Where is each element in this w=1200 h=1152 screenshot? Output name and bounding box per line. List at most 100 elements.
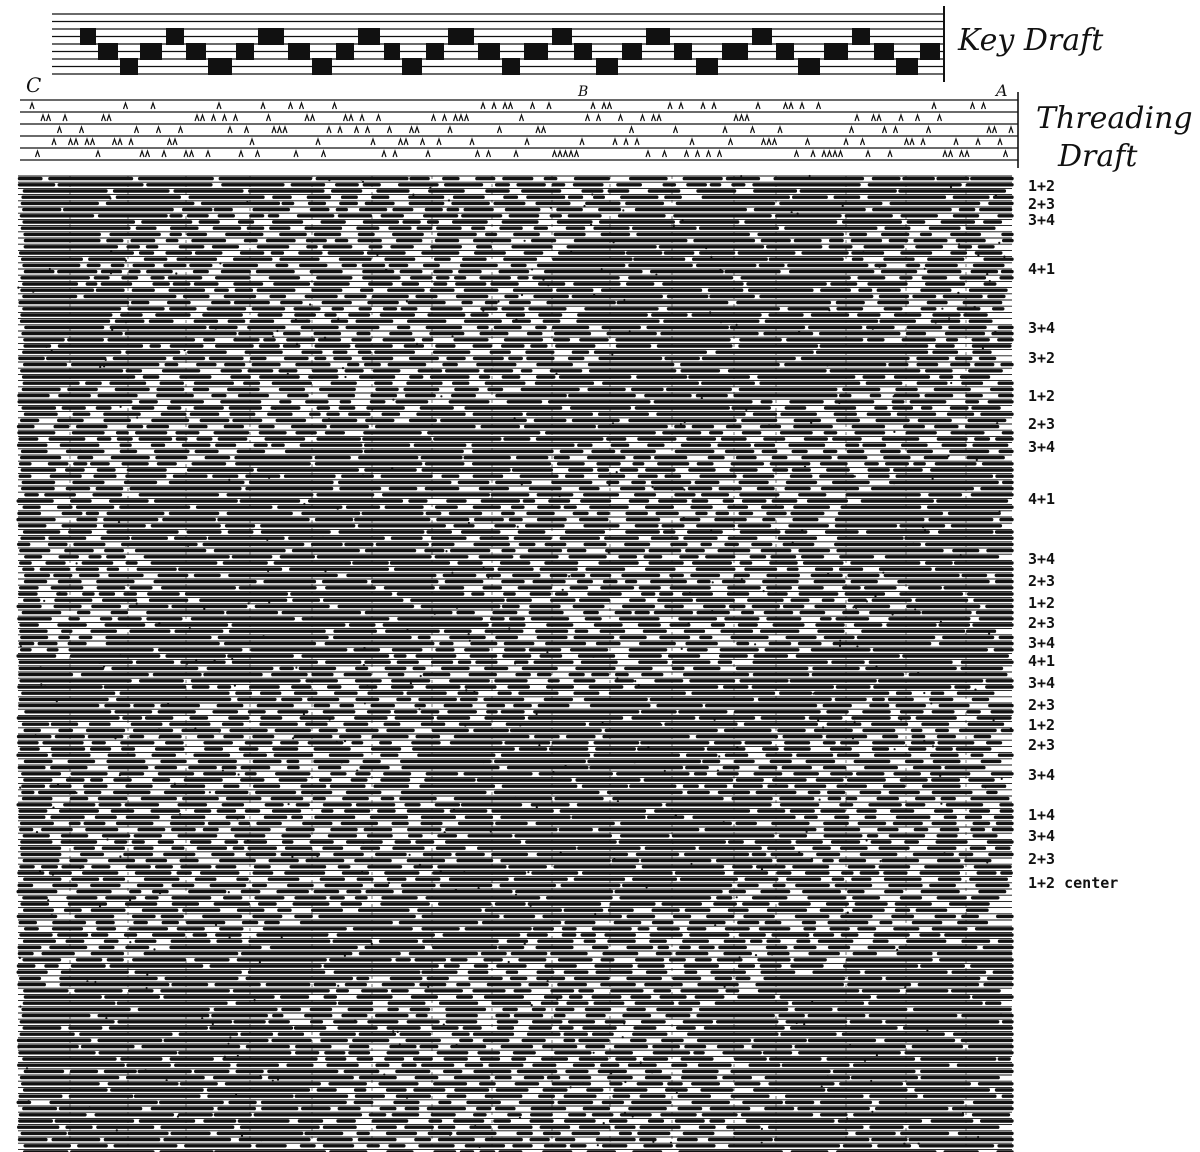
drawdown-dot bbox=[383, 1073, 386, 1076]
drawdown-dot bbox=[94, 980, 97, 984]
drawdown-dot bbox=[267, 569, 270, 573]
threading-mark bbox=[507, 101, 514, 110]
key-draft-block bbox=[258, 28, 284, 45]
drawdown-dot bbox=[109, 197, 112, 200]
drawdown-dot bbox=[459, 555, 462, 558]
threading-mark bbox=[348, 113, 354, 122]
drawdown-dot bbox=[237, 773, 240, 776]
drawdown-dot bbox=[774, 233, 777, 236]
drawdown-dot bbox=[624, 1080, 627, 1084]
treadling-label: 3+4 bbox=[1028, 211, 1056, 229]
drawdown-dot bbox=[35, 831, 39, 834]
drawdown-dot bbox=[957, 291, 960, 294]
threading-mark bbox=[315, 137, 321, 146]
drawdown-dot bbox=[227, 891, 230, 894]
drawdown-dot bbox=[110, 250, 113, 253]
drawdown-dot bbox=[316, 855, 319, 858]
threading-mark bbox=[722, 125, 728, 134]
drawdown-dot bbox=[362, 664, 365, 667]
threading-mark bbox=[914, 113, 921, 122]
drawdown-dot bbox=[568, 575, 571, 578]
drawdown-dot bbox=[977, 1135, 980, 1139]
drawdown-dot bbox=[228, 478, 231, 481]
drawdown-dot bbox=[579, 1021, 583, 1024]
drawdown-dot bbox=[675, 1091, 678, 1095]
key-draft-block-profile bbox=[52, 6, 945, 82]
threading-mark bbox=[997, 137, 1003, 146]
threading-mark bbox=[601, 101, 607, 110]
drawdown-dot bbox=[609, 1139, 612, 1142]
threading-mark bbox=[612, 137, 618, 146]
drawdown-dot bbox=[922, 526, 925, 529]
drawdown-dot bbox=[274, 407, 277, 410]
drawdown-dot bbox=[826, 364, 829, 367]
drawdown-dot bbox=[306, 791, 309, 794]
threading-mark bbox=[540, 125, 547, 134]
drawdown-dot bbox=[32, 290, 35, 293]
drawdown-dot bbox=[555, 372, 558, 375]
drawdown-dot bbox=[754, 954, 758, 957]
drawdown-dot bbox=[612, 241, 615, 244]
drawdown-dot bbox=[621, 1036, 624, 1039]
drawdown-dot bbox=[85, 977, 88, 980]
drawdown-dot bbox=[105, 1017, 108, 1020]
drawdown-dot bbox=[369, 995, 372, 998]
drawdown-dot bbox=[654, 1045, 658, 1048]
drawdown-dot bbox=[949, 185, 953, 189]
drawdown-dot bbox=[529, 904, 532, 907]
drawdown-dot bbox=[321, 536, 325, 539]
drawdown-dot bbox=[104, 358, 107, 361]
drawdown-dot bbox=[610, 1072, 613, 1075]
threading-mark bbox=[210, 113, 217, 122]
threading-mark bbox=[502, 101, 508, 110]
drawdown-dot bbox=[874, 595, 877, 598]
threading-mark bbox=[161, 149, 167, 158]
key-draft-block bbox=[384, 43, 400, 60]
drawdown-dot bbox=[328, 179, 331, 182]
drawdown-dot bbox=[852, 606, 855, 609]
drawdown-dot bbox=[519, 724, 522, 727]
drawdown-dot bbox=[292, 737, 295, 740]
drawdown-dot bbox=[54, 332, 57, 335]
threading-mark bbox=[243, 125, 250, 134]
threading-mark bbox=[441, 113, 448, 122]
drawdown-dot bbox=[988, 280, 991, 283]
drawdown-dot bbox=[719, 268, 722, 271]
drawdown-dot bbox=[535, 806, 538, 809]
drawdown-dot bbox=[1000, 777, 1003, 781]
drawdown-dot bbox=[760, 1127, 764, 1130]
drawdown-dot bbox=[607, 551, 610, 554]
threading-mark bbox=[403, 137, 409, 146]
key-draft-block bbox=[140, 43, 162, 60]
drawdown-dot bbox=[516, 525, 519, 528]
threading-mark bbox=[67, 137, 74, 146]
threading-mark bbox=[265, 113, 272, 122]
drawdown-dot bbox=[896, 948, 899, 952]
drawdown-dot bbox=[467, 633, 470, 636]
threading-mark bbox=[898, 113, 904, 122]
drawdown-dot bbox=[179, 813, 182, 816]
drawdown-dot bbox=[606, 841, 609, 844]
drawdown-dot bbox=[157, 728, 161, 731]
drawdown-dot bbox=[939, 620, 943, 624]
threading-mark bbox=[645, 149, 651, 158]
drawdown-dot bbox=[660, 723, 663, 726]
drawdown-dot bbox=[27, 1100, 30, 1103]
drawdown-dot bbox=[893, 748, 896, 751]
drawdown-dot bbox=[999, 1013, 1003, 1017]
drawdown-dot bbox=[447, 199, 451, 202]
threading-mark bbox=[909, 137, 915, 146]
drawdown-dot bbox=[805, 934, 809, 938]
drawdown-dot bbox=[865, 839, 868, 842]
drawdown-dot bbox=[903, 1142, 906, 1145]
drawdown-dot bbox=[666, 220, 669, 223]
drawdown-dot bbox=[176, 1115, 179, 1118]
drawdown-dot bbox=[433, 612, 436, 615]
drawdown-dot bbox=[958, 243, 961, 246]
drawdown-dot bbox=[144, 1069, 147, 1072]
drawdown-dot bbox=[40, 683, 43, 686]
drawdown-dot bbox=[51, 873, 55, 876]
drawdown-dot bbox=[287, 803, 290, 806]
drawdown-dot bbox=[494, 301, 497, 304]
drawdown-dot bbox=[669, 883, 673, 886]
